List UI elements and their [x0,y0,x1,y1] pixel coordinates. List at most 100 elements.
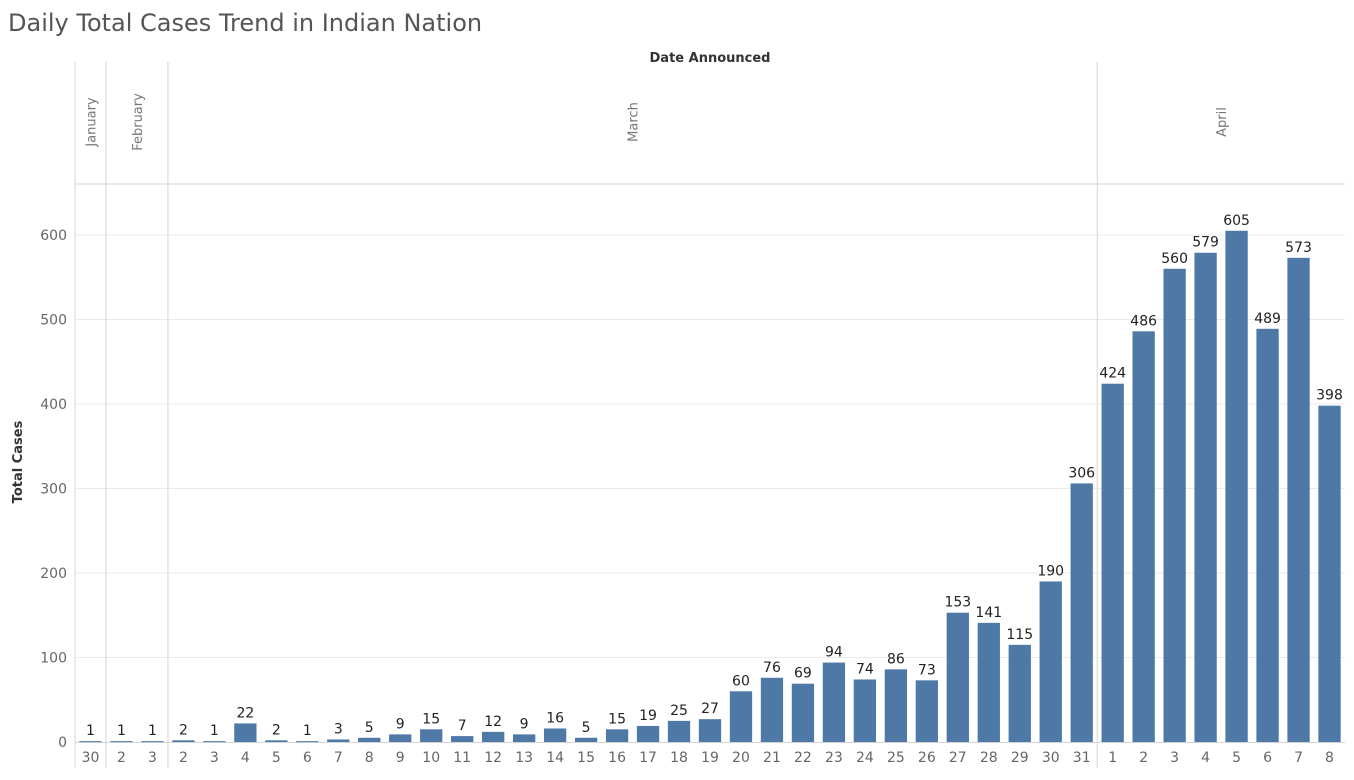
bar-value-label: 5 [582,720,591,736]
bar [482,731,505,742]
bar-value-label: 76 [763,660,781,676]
bar-value-label: 1 [303,723,312,739]
bar-value-label: 25 [670,703,688,719]
bar-value-label: 22 [236,705,254,721]
bar [1287,257,1310,742]
bar [1070,483,1093,742]
bar-value-label: 94 [825,645,843,661]
bar-value-label: 12 [484,714,502,730]
bar-value-label: 9 [396,716,405,732]
x-tick-label: 10 [422,750,440,766]
x-tick-label: 30 [1042,750,1060,766]
axes: Date Announced Total Cases 0 100 200 300 400… [11,51,1334,766]
bar-value-label: 306 [1068,465,1095,481]
bar-value-label: 3 [334,721,343,737]
x-tick-label: 6 [303,750,312,766]
x-tick-label: 2 [1139,750,1148,766]
gridlines [75,234,1345,658]
bar [79,741,102,743]
x-tick-label: 30 [82,750,100,766]
bar-value-label: 141 [975,605,1002,621]
y-tick-label: 500 [40,313,67,329]
x-tick-label: 27 [949,750,967,766]
bar [791,683,815,742]
bar [853,679,877,742]
x-tick-label: 29 [1011,750,1029,766]
x-axis-title: Date Announced [650,51,771,66]
month-dividers [74,62,1345,768]
bar [1318,405,1341,742]
bar-value-label: 5 [365,720,374,736]
bar-value-label: 115 [1006,627,1033,643]
bar [327,739,350,742]
bar-value-label: 1 [86,723,95,739]
month-label: February [131,93,146,151]
bar [729,691,753,742]
x-tick-label: 2 [117,750,126,766]
bar [141,741,164,743]
bar-value-label: 605 [1223,213,1250,229]
x-tick-label: 11 [453,750,471,766]
x-tick-label: 3 [1170,750,1179,766]
bar [451,736,474,742]
bar-value-label: 86 [887,651,905,667]
y-tick-label: 0 [58,735,67,751]
x-tick-label: 24 [856,750,874,766]
bar [1194,252,1217,742]
bar-value-label: 19 [639,708,657,724]
chart-title: Daily Total Cases Trend in Indian Nation [8,9,483,37]
x-tick-label: 18 [670,750,688,766]
month-label: March [627,102,642,142]
bar [234,723,257,742]
bar-value-label: 7 [458,718,467,734]
bar [667,720,691,742]
y-tick-label: 600 [40,228,67,244]
bar [636,725,660,742]
bar [512,734,536,742]
x-tick-label: 26 [918,750,936,766]
bar-value-label: 27 [701,701,719,717]
bar [1132,331,1155,742]
bar-value-label: 424 [1099,366,1126,382]
x-tick-label: 13 [515,750,533,766]
bar [915,680,938,742]
bar [1256,328,1279,742]
bar [884,669,908,742]
bar [203,741,226,743]
bar [543,728,567,742]
bar-value-label: 2 [272,722,281,738]
x-tick-label: 2 [179,750,188,766]
bar-value-label: 1 [210,723,219,739]
y-axis-title: Total Cases [11,420,26,503]
bar-value-label: 2 [179,722,188,738]
x-tick-label: 20 [732,750,750,766]
bar-value-label: 190 [1037,563,1064,579]
bar [574,737,598,742]
bar-value-label: 15 [608,711,626,727]
x-tick-label: 5 [272,750,281,766]
x-tick-label: 1 [1108,750,1117,766]
month-label: January [84,97,99,148]
bar-value-label: 398 [1316,388,1343,404]
x-tick-label: 25 [887,750,905,766]
bar [358,737,381,742]
bar-value-label: 489 [1254,311,1281,327]
bar [1008,644,1031,742]
x-tick-label: 5 [1232,750,1241,766]
bars [79,230,1341,743]
x-tick-label: 15 [577,750,595,766]
bar-value-label: 486 [1130,313,1157,329]
bar [389,734,412,742]
x-tick-label: 14 [546,750,564,766]
x-tick-label: 3 [210,750,219,766]
x-tick-label: 16 [608,750,626,766]
bar-value-label: 153 [944,595,971,611]
bar-value-label: 73 [918,662,936,678]
x-tick-label: 7 [334,750,343,766]
bar [977,622,1000,742]
month-label: April [1215,107,1230,137]
x-tick-label: 7 [1294,750,1303,766]
x-tick-label: 28 [980,750,998,766]
bar [1225,230,1248,742]
